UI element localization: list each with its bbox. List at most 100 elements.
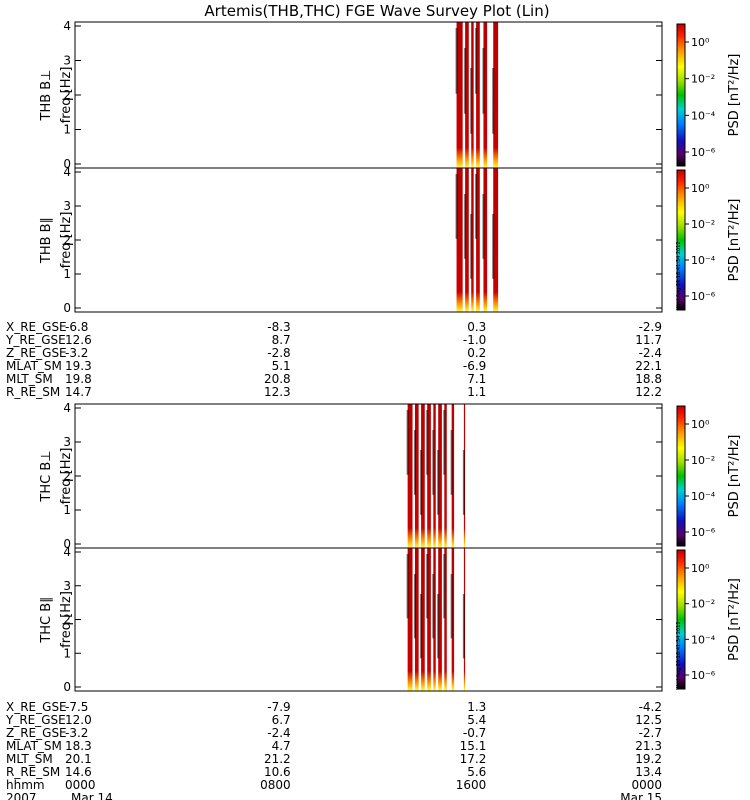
spectrum-band-1 — [414, 404, 419, 548]
ephemeris-value: -2.4 — [639, 346, 662, 360]
ephemeris-value: 11.7 — [635, 333, 662, 347]
y-tick-label: 1 — [63, 123, 71, 137]
spectrum-band-4 — [483, 22, 488, 168]
spectrum-band-3 — [476, 168, 480, 312]
colorbar-label: PSD [nT²/Hz] — [727, 435, 742, 518]
y-tick-label: 3 — [63, 54, 71, 68]
ephemeris-value: 5.1 — [272, 359, 291, 373]
time-tick-label: 1600 — [456, 778, 487, 792]
ephemeris-value: 1.1 — [467, 385, 486, 399]
ephemeris-label: R_RE_SM — [6, 385, 60, 399]
ephemeris-value: 12.2 — [635, 385, 662, 399]
ephemeris-value: 15.1 — [460, 739, 487, 753]
colorbar-tick-label: 10⁻² — [691, 454, 715, 467]
ephemeris-value: 0.2 — [467, 346, 486, 360]
ephemeris-value: 12.6 — [65, 333, 92, 347]
colorbar-tick-label: 10⁰ — [691, 418, 710, 431]
spectrum-gap-8 — [462, 450, 465, 515]
y-tick-label: 0 — [63, 680, 71, 694]
ephemeris-value: 18.3 — [65, 739, 92, 753]
timestamp-stamp-2: Wed Aug 29 16:41:34 2012 — [676, 621, 682, 690]
ephemeris-label: Z_RE_GSE — [6, 346, 67, 360]
ephemeris-value: 21.2 — [264, 752, 291, 766]
time-tick-label: 0000 — [631, 778, 662, 792]
spectrum-gap-2 — [470, 214, 473, 279]
spectrum-gap-6 — [443, 554, 446, 619]
panel-thb-bpar: 0 1 2 3 4 THB B∥ freq [Hz] 10⁰ 10⁻² 10⁻⁴ 10⁻⁶ PSD [… — [39, 165, 742, 315]
spectrum-band-2 — [421, 404, 425, 548]
colorbar-tick-label: 10⁻² — [691, 218, 715, 231]
time-tick-label: 0000 — [65, 778, 96, 792]
colorbar-tick-label: 10⁻⁶ — [691, 290, 716, 303]
ephemeris-value: 4.7 — [272, 739, 291, 753]
ephemeris-label: Y_RE_GSE — [5, 333, 66, 347]
spectrum-band-1 — [465, 168, 469, 312]
time-axis-group: hhmm 0000 0800 1600 0000 2007 Mar 14 Mar 15 — [6, 778, 662, 800]
panel-group: 0 1 2 3 4 THB B⊥ freq [Hz] 10⁰ 10⁻² 10⁻⁴ 10⁻⁶ PSD [… — [39, 19, 742, 694]
y-tick-label: 1 — [63, 267, 71, 281]
colorbar — [676, 169, 686, 311]
spectrum-band-5 — [493, 22, 499, 168]
spectrum-band-4 — [433, 404, 436, 548]
ephemeris-value: 20.1 — [65, 752, 92, 766]
colorbar-label: PSD [nT²/Hz] — [727, 578, 742, 661]
ephemeris-value: -2.9 — [639, 320, 662, 334]
spectrum-gap-5 — [437, 594, 440, 659]
colorbar-tick-label: 10⁰ — [691, 182, 710, 195]
spectrum-gap-0 — [406, 554, 409, 619]
spectrum-band-3 — [427, 404, 431, 548]
y-tick-label: 1 — [63, 503, 71, 517]
ephemeris-value: -3.2 — [65, 726, 88, 740]
ephemeris-label: Z_RE_GSE — [6, 726, 67, 740]
time-tick-label: 0800 — [260, 778, 291, 792]
y-tick-label: 4 — [63, 401, 71, 415]
spectrum-band-7 — [451, 548, 455, 691]
ephemeris-value: 7.1 — [467, 372, 486, 386]
colorbar-tick-label: 10⁰ — [691, 562, 710, 575]
y-tick-label: 3 — [63, 199, 71, 213]
ephemeris-value: 5.4 — [467, 713, 486, 727]
y-tick-label: 0 — [63, 301, 71, 315]
ephemeris-label: MLT_SM — [6, 372, 53, 386]
spectrum-gap-0 — [455, 174, 458, 239]
spectrum-band-5 — [493, 168, 499, 312]
spectrum-gap-4 — [432, 574, 435, 639]
y-tick-label: 2 — [63, 233, 71, 247]
ephemeris-label: MLAT_SM — [6, 739, 62, 753]
spectrum-band-2 — [471, 22, 474, 168]
spectrum-gap-4 — [432, 430, 435, 495]
ephemeris-label: X_RE_GSE — [6, 320, 67, 334]
spectrum-gap-3 — [475, 28, 478, 94]
spectrum-gap-2 — [420, 450, 423, 515]
y-tick-label: 0 — [63, 157, 71, 171]
spectrum-gap-1 — [464, 194, 467, 259]
ephemeris-value: 12.5 — [635, 713, 662, 727]
y-tick-label: 1 — [63, 646, 71, 660]
ephemeris-value: 8.7 — [272, 333, 291, 347]
plot-title: Artemis(THB,THC) FGE Wave Survey Plot (L… — [204, 2, 549, 20]
ephemeris-label: R_RE_SM — [6, 765, 60, 779]
y-axis-label-panel: THC B∥ — [39, 596, 54, 643]
spectrum-gap-0 — [406, 410, 409, 475]
spectrum-gap-5 — [492, 214, 495, 279]
ephemeris-value: -3.2 — [65, 346, 88, 360]
y-axis-label-panel: THB B⊥ — [39, 69, 54, 121]
colorbar-tick-label: 10⁻⁶ — [691, 669, 716, 682]
panel-thc-bpar: 0 1 2 3 4 THC B∥ freq [Hz] 10⁰ 10⁻² 10⁻⁴ 10⁻⁶ PSD [… — [39, 545, 742, 694]
ephemeris-value: -0.7 — [463, 726, 486, 740]
spectrum-band-0 — [407, 404, 413, 548]
colorbar-label: PSD [nT²/Hz] — [727, 54, 742, 137]
ephemeris-value: -6.9 — [463, 359, 486, 373]
spectrum-band-2 — [421, 548, 425, 691]
ephemeris-value: 21.3 — [635, 739, 662, 753]
ephemeris-value: 19.3 — [65, 359, 92, 373]
ephemeris-value: 5.6 — [467, 765, 486, 779]
ephemeris-value: 10.6 — [264, 765, 291, 779]
time-axis-label: hhmm — [6, 778, 45, 792]
spectrum-gap-0 — [455, 28, 458, 94]
spectrum-gap-3 — [426, 554, 429, 619]
ephemeris-value: 22.1 — [635, 359, 662, 373]
colorbar-tick-label: 10⁻² — [691, 598, 715, 611]
colorbar-tick-label: 10⁻⁶ — [691, 146, 716, 159]
